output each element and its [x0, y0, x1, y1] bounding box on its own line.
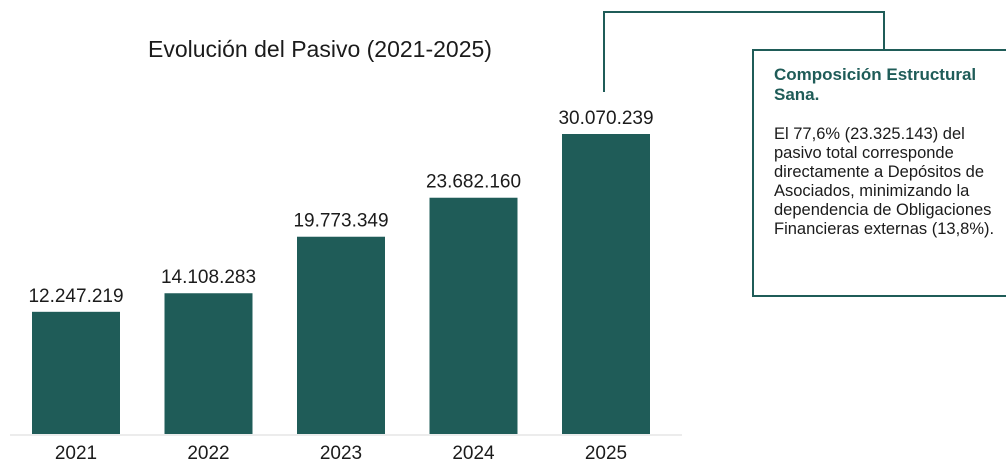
x-tick-label-2024: 2024 [452, 443, 495, 464]
data-label-2021: 12.247.219 [28, 286, 123, 307]
data-label-2025: 30.070.239 [558, 108, 653, 129]
callout-connector-line [603, 11, 885, 92]
x-tick-label-2022: 2022 [187, 443, 229, 464]
x-tick-label-2021: 2021 [55, 443, 97, 464]
data-label-2023: 19.773.349 [293, 211, 388, 232]
data-label-2024: 23.682.160 [426, 172, 521, 193]
chart-title: Evolución del Pasivo (2021-2025) [148, 36, 492, 62]
callout-body: El 77,6% (23.325.143) del pasivo total c… [774, 125, 995, 238]
bar-2025 [562, 134, 650, 434]
x-tick-label-2023: 2023 [320, 443, 362, 464]
callout-heading: Composición Estructural Sana. [774, 65, 977, 104]
bar-2022 [164, 293, 253, 434]
bar-2024 [429, 197, 518, 434]
data-label-2022: 14.108.283 [161, 267, 256, 288]
bar-2023 [297, 236, 385, 434]
callout-box: Composición Estructural Sana. El 77,6% (… [752, 49, 1006, 297]
x-tick-label-2025: 2025 [585, 443, 627, 464]
bar-2021 [32, 311, 120, 434]
